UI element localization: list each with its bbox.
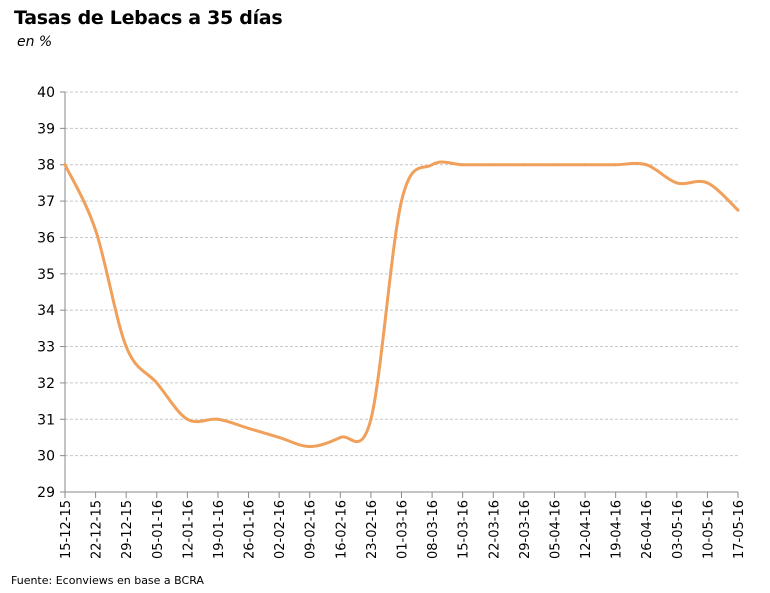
x-tick-label: 12-04-16 [579, 500, 594, 559]
data-point [644, 163, 648, 167]
x-tick-label: 26-01-16 [243, 500, 258, 559]
x-tick-label: 05-01-16 [151, 500, 166, 559]
data-point [614, 163, 618, 167]
x-tick-label: 19-04-16 [610, 500, 625, 559]
y-tick-label: 30 [37, 449, 55, 465]
x-tick-label: 15-03-16 [457, 500, 472, 559]
data-point [461, 163, 465, 167]
data-point [430, 163, 434, 167]
series-line [63, 160, 740, 449]
x-tick-label: 29-03-16 [518, 500, 533, 559]
data-point [705, 181, 709, 185]
data-point [94, 228, 98, 232]
x-tick-label: 17-05-16 [732, 500, 747, 559]
data-point [63, 163, 67, 167]
data-point [522, 163, 526, 167]
data-point [491, 163, 495, 167]
y-tick-label: 39 [37, 121, 55, 137]
y-tick-labels: 29 30 31 32 33 34 35 36 37 38 39 40 [37, 85, 55, 501]
y-tick-label: 31 [37, 412, 55, 428]
x-tick-labels: 15-12-15 22-12-15 29-12-15 05-01-16 12-01-16… [59, 500, 747, 559]
axes [60, 91, 739, 498]
data-point [185, 417, 189, 421]
y-tick-label: 29 [37, 485, 55, 501]
gridlines [65, 91, 738, 457]
y-tick-label: 35 [37, 267, 55, 283]
x-tick-label: 12-01-16 [181, 500, 196, 559]
x-tick-label: 16-02-16 [334, 500, 349, 559]
data-point [675, 181, 679, 185]
data-point [308, 445, 312, 449]
x-tick-label: 01-03-16 [396, 500, 411, 559]
data-point [400, 199, 403, 203]
x-tick-label: 22-03-16 [487, 500, 502, 559]
data-point [155, 381, 159, 385]
x-tick-label: 19-01-16 [212, 500, 227, 559]
x-tick-label: 08-03-16 [426, 500, 441, 559]
x-tick-label: 15-12-15 [59, 500, 74, 559]
data-point [277, 435, 281, 439]
data-point [369, 417, 373, 421]
x-tick-label: 05-04-16 [548, 500, 563, 559]
y-tick-label: 33 [37, 340, 55, 356]
y-tick-label: 36 [37, 230, 55, 246]
x-tick-label: 22-12-15 [90, 500, 105, 559]
y-tick-label: 40 [37, 85, 55, 101]
series-layer [63, 160, 740, 449]
y-tick-label: 37 [37, 194, 55, 210]
data-point [247, 426, 251, 430]
x-tick-label: 02-02-16 [273, 500, 288, 559]
chart-title: Tasas de Lebacs a 35 días [14, 7, 283, 29]
source-note: Fuente: Econviews en base a BCRA [11, 574, 204, 587]
data-point [338, 435, 342, 439]
data-point [736, 208, 740, 212]
x-tick-label: 03-05-16 [671, 500, 686, 559]
y-tick-label: 34 [37, 303, 55, 319]
x-tick-label: 23-02-16 [365, 500, 380, 559]
x-tick-label: 10-05-16 [701, 500, 716, 559]
data-point [583, 163, 587, 167]
x-tick-label: 29-12-15 [120, 500, 135, 559]
chart-subtitle: en % [17, 34, 53, 50]
data-point [124, 345, 128, 349]
data-point [216, 417, 220, 421]
x-tick-label: 09-02-16 [304, 500, 319, 559]
data-point [552, 163, 556, 167]
x-tick-label: 26-04-16 [640, 500, 655, 559]
y-tick-label: 32 [37, 376, 55, 392]
y-tick-label: 38 [37, 158, 55, 174]
